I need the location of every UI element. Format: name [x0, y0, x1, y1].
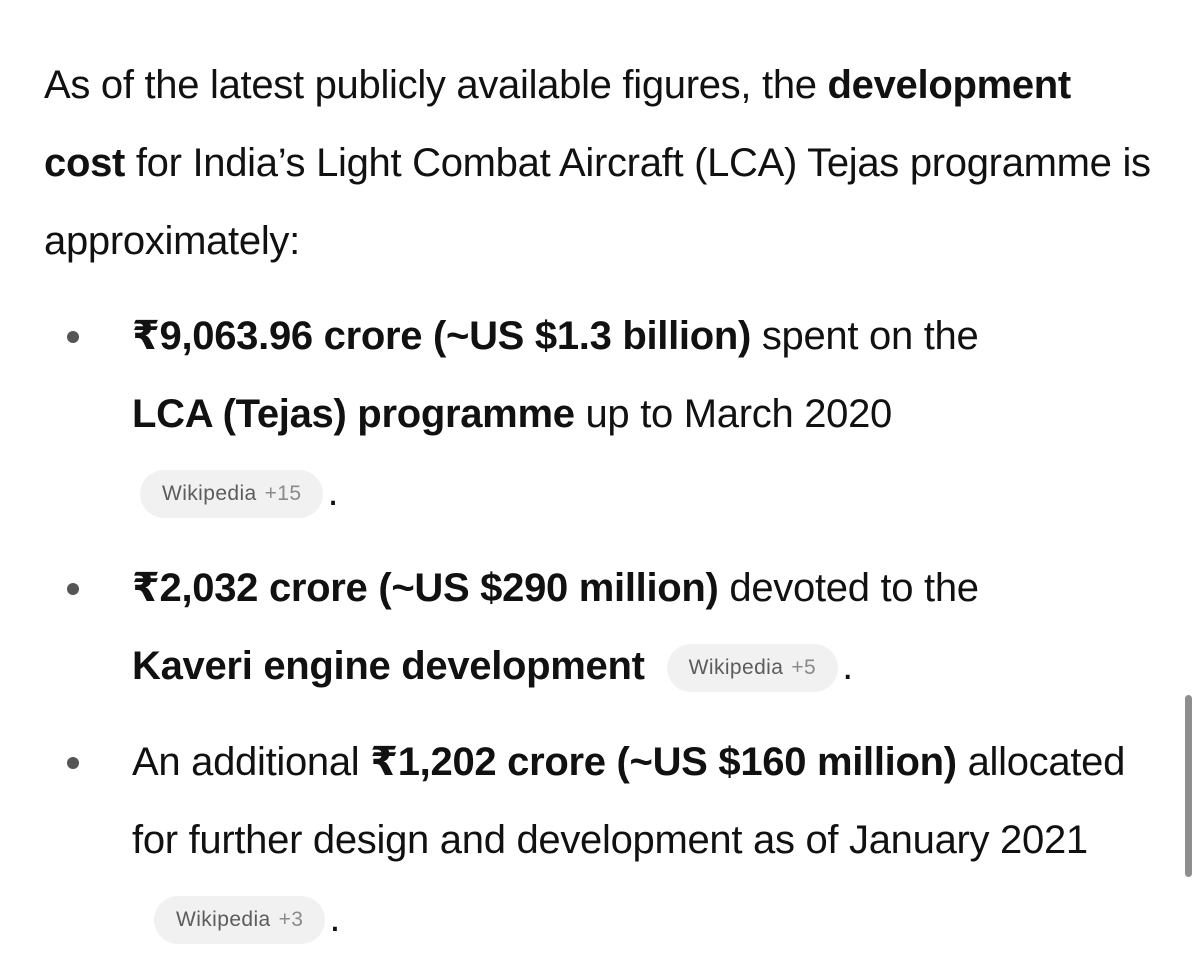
source-chip-wikipedia[interactable]: Wikipedia +15	[140, 470, 324, 519]
item-text-cont: up to March 2020	[574, 392, 892, 436]
item-subject: LCA (Tejas) programme	[132, 392, 575, 436]
item-text-cont: allocated for further design and develop…	[132, 740, 1126, 862]
intro-paragraph: As of the latest publicly available figu…	[44, 46, 1154, 280]
item-amount: ₹2,032 crore (~US $290 million)	[132, 566, 719, 610]
item-text: An additional	[132, 740, 371, 784]
cost-list: ₹9,063.96 crore (~US $1.3 billion) spent…	[44, 297, 1154, 957]
intro-text-cont: for India’s Light Combat Aircraft (LCA) …	[44, 141, 1151, 263]
source-chip-wikipedia[interactable]: Wikipedia +5	[666, 644, 839, 693]
intro-text: As of the latest publicly available figu…	[44, 63, 828, 107]
list-item: An additional ₹1,202 crore (~US $160 mil…	[44, 723, 1154, 957]
item-end: .	[327, 470, 339, 514]
bullet-icon	[67, 331, 79, 343]
bullet-icon	[67, 583, 79, 595]
list-item: ₹2,032 crore (~US $290 million) devoted …	[44, 549, 1154, 705]
response-content: As of the latest publicly available figu…	[44, 46, 1154, 975]
source-name: Wikipedia	[162, 482, 257, 506]
item-text: devoted to the	[718, 566, 979, 610]
item-end: .	[329, 896, 341, 940]
source-name: Wikipedia	[688, 656, 784, 680]
intro-bold: development cost	[44, 63, 1071, 185]
bullet-icon	[67, 757, 79, 769]
source-count: +3	[278, 908, 304, 932]
list-item: ₹9,063.96 crore (~US $1.3 billion) spent…	[44, 297, 1154, 531]
item-amount: ₹1,202 crore (~US $160 million)	[370, 740, 957, 784]
scrollbar-thumb[interactable]	[1185, 695, 1192, 877]
item-subject: Kaveri engine development	[132, 644, 645, 688]
source-chip-wikipedia[interactable]: Wikipedia +3	[154, 896, 326, 945]
source-name: Wikipedia	[176, 908, 271, 932]
source-count: +5	[791, 656, 817, 680]
source-count: +15	[264, 482, 302, 506]
item-text: spent on the	[751, 314, 979, 358]
item-end: .	[842, 644, 853, 688]
item-amount: ₹9,063.96 crore (~US $1.3 billion)	[132, 314, 752, 358]
